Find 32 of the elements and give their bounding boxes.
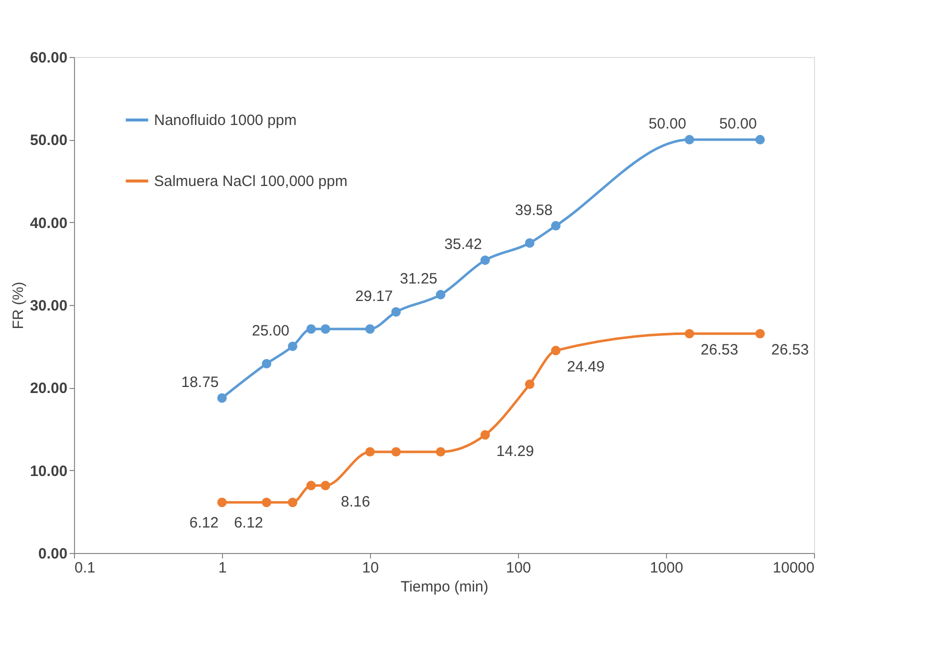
data-label: 25.00: [252, 322, 290, 340]
data-label: 24.49: [567, 358, 605, 376]
data-label: 29.17: [355, 288, 393, 305]
data-label: 26.53: [771, 342, 809, 359]
x-tick-label: 10: [362, 560, 379, 576]
data-label: 6.12: [189, 514, 219, 532]
y-tick-label: 60.00: [30, 50, 68, 66]
y-tick-label: 20.00: [30, 380, 68, 398]
data-label: 50.00: [719, 116, 757, 133]
y-tick-label: 10.00: [30, 462, 68, 480]
x-tick-label: 1000: [650, 560, 684, 576]
data-label: 8.16: [340, 494, 370, 511]
y-axis-title: FR (%): [10, 282, 27, 330]
y-tick-label: 0.00: [38, 546, 68, 562]
data-label: 14.29: [496, 442, 534, 460]
y-tick-label: 40.00: [30, 214, 68, 232]
legend-label: Salmuera NaCl 100,000 ppm: [154, 173, 348, 190]
data-label: 35.42: [444, 236, 482, 254]
data-label: 39.58: [515, 202, 553, 219]
x-tick-label: 10000: [772, 560, 814, 576]
x-tick-label: 1: [218, 560, 227, 576]
x-tick-label: 0.1: [74, 560, 96, 576]
x-tick-label: 100: [506, 560, 532, 576]
y-tick-label: 30.00: [30, 298, 68, 314]
data-label: 31.25: [400, 270, 438, 288]
x-axis-title: Tiempo (min): [400, 578, 488, 596]
data-label: 18.75: [181, 374, 219, 391]
legend-label: Nanofluido 1000 ppm: [154, 112, 297, 129]
data-label: 50.00: [648, 116, 686, 133]
y-tick-label: 50.00: [30, 132, 68, 150]
data-label: 26.53: [700, 342, 738, 359]
data-label: 6.12: [234, 514, 264, 532]
